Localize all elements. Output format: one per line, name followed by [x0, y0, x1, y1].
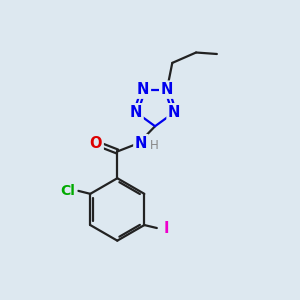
Text: H: H [150, 139, 158, 152]
Text: I: I [164, 220, 169, 236]
Text: N: N [130, 105, 142, 120]
Text: N: N [135, 136, 147, 151]
Text: Cl: Cl [61, 184, 75, 198]
Text: N: N [168, 105, 181, 120]
Text: O: O [90, 136, 102, 151]
Text: N: N [161, 82, 173, 97]
Text: N: N [137, 82, 149, 97]
